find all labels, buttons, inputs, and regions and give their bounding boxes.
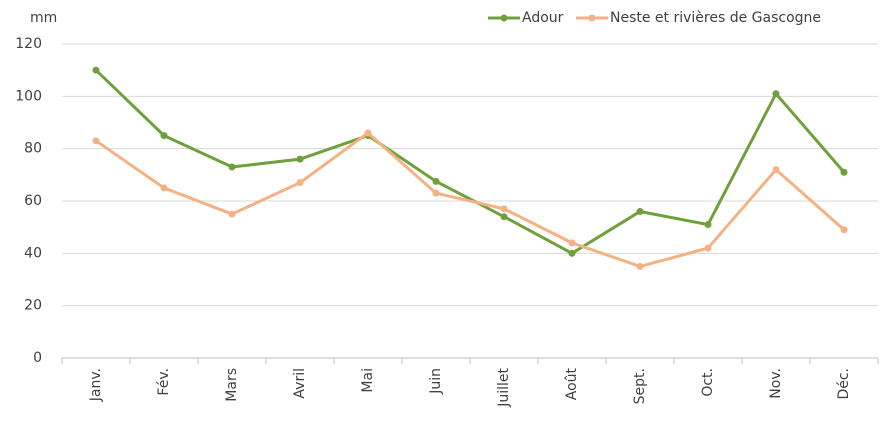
point: [772, 166, 780, 174]
x-tick-label: Juillet: [496, 367, 512, 407]
point: [92, 137, 100, 145]
y-tick-label: 120: [15, 36, 42, 52]
series-line: [94, 69, 846, 256]
point: [500, 205, 508, 213]
point: [228, 163, 236, 171]
point: [704, 244, 712, 252]
x-tick-label: Août: [564, 367, 580, 400]
x-tick-label: Nov.: [768, 368, 784, 399]
legend-marker: [588, 14, 596, 22]
point: [432, 177, 440, 185]
legend-marker: [500, 14, 508, 22]
point: [704, 221, 712, 229]
legend-label: Neste et rivières de Gascogne: [610, 10, 821, 26]
x-tick-label: Janv.: [88, 368, 104, 402]
x-tick-label: Déc.: [836, 368, 852, 400]
x-tick-label: Avril: [292, 368, 308, 399]
series-line: [95, 131, 845, 268]
point: [160, 132, 168, 140]
x-tick-label: Mars: [224, 368, 240, 402]
point: [432, 189, 440, 197]
y-tick-label: 60: [24, 193, 42, 209]
y-tick-label: 20: [24, 298, 42, 314]
y-tick-label: 100: [15, 88, 42, 104]
legend-label: Adour: [522, 10, 564, 26]
point: [364, 129, 372, 137]
x-tick-label: Oct.: [700, 368, 716, 397]
point: [636, 207, 644, 215]
point: [568, 239, 576, 247]
point: [296, 179, 304, 187]
y-tick-label: 0: [33, 350, 42, 366]
x-tick-label: Sept.: [632, 368, 648, 404]
point: [228, 210, 236, 218]
point: [840, 226, 848, 234]
x-tick-label: Fév.: [156, 368, 172, 396]
y-tick-label: 40: [24, 245, 42, 261]
x-tick-label: Mai: [360, 368, 376, 393]
point: [568, 249, 576, 257]
point: [636, 262, 644, 270]
y-tick-label: 80: [24, 141, 42, 157]
point: [772, 90, 780, 98]
point: [840, 168, 848, 176]
x-tick-label: Juin: [428, 368, 444, 395]
y-axis-label: mm: [30, 10, 57, 26]
point: [160, 184, 168, 192]
point: [92, 66, 100, 74]
point: [296, 155, 304, 163]
point: [500, 213, 508, 221]
